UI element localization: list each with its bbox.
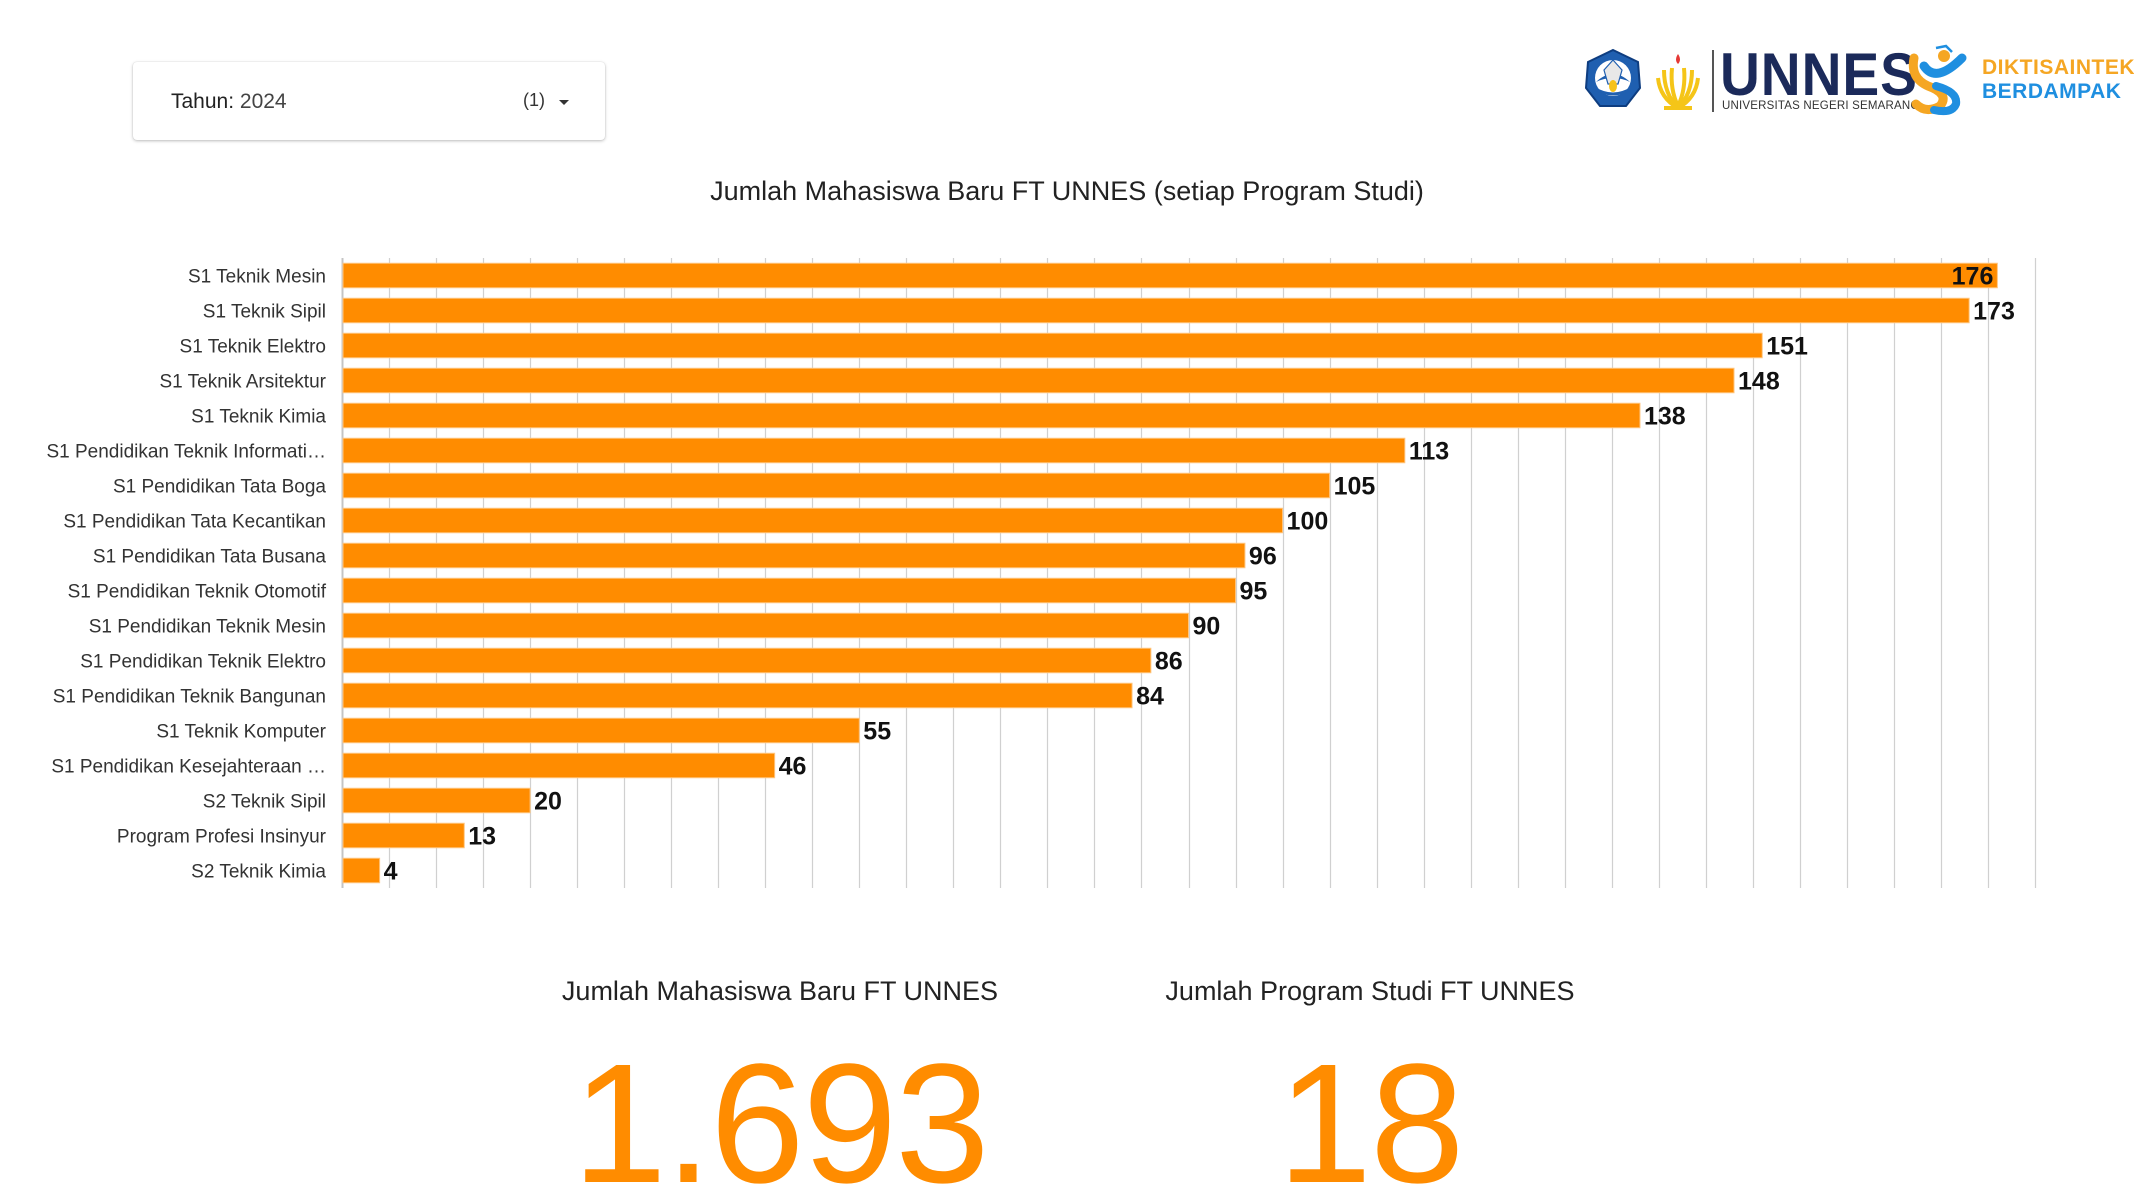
category-label: S1 Pendidikan Tata Boga [113, 477, 326, 498]
scorecard-value: 18 [1277, 1029, 1464, 1200]
value-label: 90 [1193, 613, 1221, 641]
category-label: S1 Pendidikan Teknik Bangunan [53, 687, 326, 708]
category-label: S1 Pendidikan Kesejahteraan … [51, 757, 326, 778]
bar[interactable] [342, 647, 1152, 674]
bar[interactable] [342, 437, 1406, 464]
category-labels: S1 Teknik Mesin S1 Teknik Sipil S1 Teknik … [46, 267, 326, 883]
value-label: 46 [779, 753, 807, 781]
bar[interactable] [342, 717, 860, 744]
category-label: S1 Pendidikan Teknik Informati… [46, 442, 326, 463]
value-label: 13 [468, 823, 496, 851]
unnes-subtitle: UNIVERSITAS NEGERI SEMARANG [1722, 100, 1920, 112]
value-label: 20 [534, 788, 562, 816]
value-label: 55 [863, 718, 891, 746]
selected-count: (1) [523, 90, 545, 110]
year-filter-value: 2024 [239, 90, 287, 113]
kemdikbud-logo-icon [1584, 48, 1642, 107]
unnes-emblem-icon [1656, 54, 1700, 110]
value-label: 96 [1249, 543, 1277, 571]
scorecard-title: Jumlah Mahasiswa Baru FT UNNES [561, 976, 999, 1006]
category-label: S2 Teknik Kimia [191, 862, 326, 883]
value-label: 100 [1287, 508, 1329, 536]
year-filter-label: Tahun: 2024 [171, 90, 287, 113]
caret-down-icon[interactable] [559, 100, 569, 105]
bar[interactable] [342, 682, 1133, 709]
value-label: 151 [1766, 333, 1808, 361]
scorecard-total-new-students: Jumlah Mahasiswa Baru FT UNNES 1.693 [530, 976, 1030, 1200]
category-label: S1 Teknik Sipil [203, 302, 326, 323]
diktisaintek-logo-icon [1908, 44, 1967, 116]
category-label: S2 Teknik Sipil [203, 792, 326, 813]
bar[interactable] [342, 612, 1189, 639]
category-label: S1 Teknik Elektro [180, 337, 326, 358]
berdampak-text: BERDAMPAK [1982, 80, 2122, 103]
unnes-wordmark: UNNES [1720, 41, 1918, 108]
value-label: 86 [1155, 648, 1183, 676]
chart-title: Jumlah Mahasiswa Baru FT UNNES (setiap P… [0, 176, 2134, 207]
bar[interactable] [342, 297, 1970, 324]
category-label: S1 Teknik Kimia [191, 407, 326, 428]
category-label: S1 Pendidikan Teknik Otomotif [68, 582, 327, 603]
category-label: S1 Pendidikan Teknik Mesin [89, 617, 326, 638]
value-label: 95 [1240, 578, 1268, 606]
bar[interactable] [342, 822, 465, 849]
category-label: S1 Teknik Arsitektur [159, 372, 326, 393]
value-label: 138 [1644, 403, 1686, 431]
bar[interactable] [342, 577, 1237, 604]
value-label: 4 [384, 858, 398, 886]
bar[interactable] [342, 542, 1246, 569]
bar[interactable] [342, 402, 1641, 429]
year-filter-dropdown[interactable]: Tahun: 2024 (1) [133, 62, 605, 140]
value-label: 84 [1136, 683, 1164, 711]
gridlines [341, 258, 2037, 888]
bar[interactable] [342, 752, 776, 779]
value-label: 148 [1738, 368, 1780, 396]
header-logos: UNNES UNIVERSITAS NEGERI SEMARANG DIKTIS… [1578, 41, 2134, 124]
bar[interactable] [342, 857, 381, 884]
category-label: S1 Pendidikan Tata Busana [93, 547, 327, 568]
chart-title-text: Jumlah Mahasiswa Baru FT UNNES (setiap P… [710, 176, 1424, 206]
value-label: 173 [1973, 298, 2015, 326]
category-label: S1 Teknik Mesin [188, 267, 326, 288]
category-label: S1 Teknik Komputer [156, 722, 326, 743]
value-label: 113 [1409, 438, 1449, 466]
value-label: 176 [1952, 263, 1994, 291]
category-label: Program Profesi Insinyur [117, 827, 327, 848]
bar[interactable] [342, 472, 1331, 499]
category-label: S1 Pendidikan Tata Kecantikan [63, 512, 326, 533]
value-label: 105 [1334, 473, 1376, 501]
bar[interactable] [342, 507, 1284, 534]
scorecard-total-programs: Jumlah Program Studi FT UNNES 18 [1120, 976, 1620, 1200]
bar[interactable] [342, 332, 1763, 359]
bar[interactable] [342, 367, 1735, 394]
bar[interactable] [342, 262, 1998, 289]
scorecard-title: Jumlah Program Studi FT UNNES [1165, 976, 1575, 1006]
diktisaintek-text: DIKTISAINTEK [1982, 56, 2134, 79]
bars [342, 262, 1998, 884]
bar[interactable] [342, 787, 531, 814]
scorecard-value: 1.693 [572, 1029, 989, 1200]
logo-divider [1712, 50, 1714, 112]
category-label: S1 Pendidikan Teknik Elektro [80, 652, 326, 673]
